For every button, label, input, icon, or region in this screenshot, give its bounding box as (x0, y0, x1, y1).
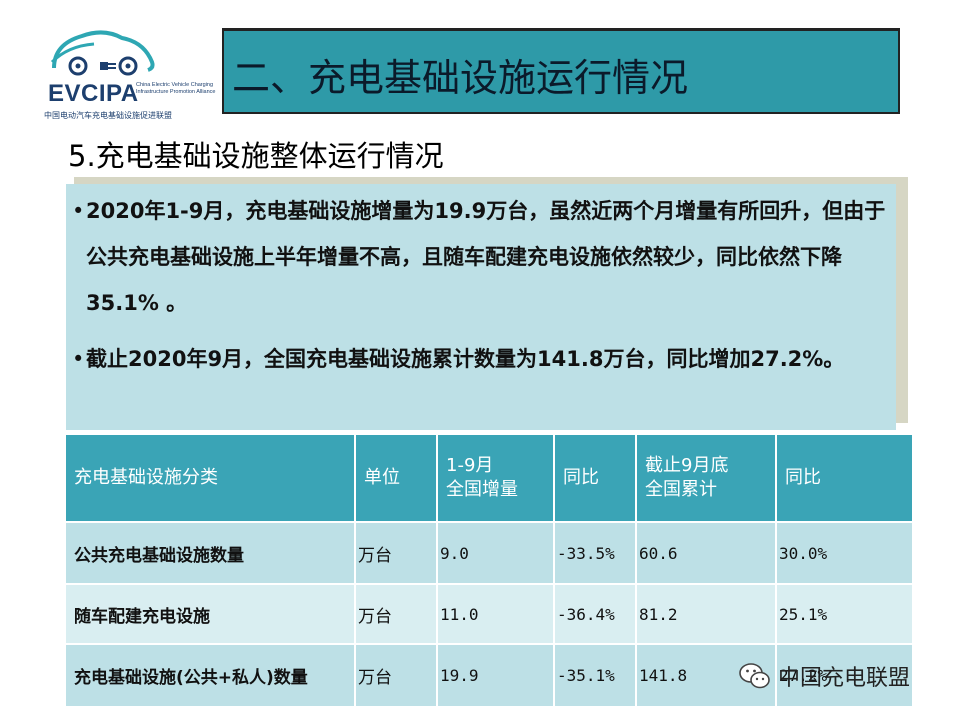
table-cell-yoy-1: -33.5% (555, 523, 637, 585)
section-subtitle: 5.充电基础设施整体运行情况 (68, 139, 444, 173)
table-cell-increment: 19.9 (438, 645, 555, 708)
table-header-yoy-1: 同比 (555, 435, 637, 523)
table-cell-yoy-2: 27.2% (777, 645, 914, 708)
table-header-yoy-2: 同比 (777, 435, 914, 523)
logo-subtitle-en: China Electric Vehicle Charging Infrastr… (136, 82, 216, 95)
bullet-text: 2020年1-9月，充电基础设施增量为19.9万台，虽然近两个月增量有所回升，但… (86, 199, 886, 315)
table-cell-category: 公共充电基础设施数量 (66, 523, 356, 585)
table-cell-yoy-1: -36.4% (555, 585, 637, 645)
bullet-item: • 2020年1-9月，充电基础设施增量为19.9万台，虽然近两个月增量有所回升… (72, 188, 896, 326)
table-cell-yoy-2: 25.1% (777, 585, 914, 645)
watermark: 中国充电联盟 (738, 660, 910, 692)
table-cell-category: 充电基础设施(公共+私人)数量 (66, 645, 356, 708)
bullet-dot-icon: • (72, 199, 85, 223)
bullet-dot-icon: • (72, 347, 85, 371)
bullet-text: 截止2020年9月，全国充电基础设施累计数量为141.8万台，同比增加27.2%… (86, 347, 845, 371)
title-bar: 二、充电基础设施运行情况 (222, 28, 900, 114)
table-cell-unit: 万台 (356, 585, 438, 645)
car-plug-icon (50, 30, 155, 76)
table-cell-unit: 万台 (356, 645, 438, 708)
table-cell-cumulative: 81.2 (637, 585, 777, 645)
table-header-unit: 单位 (356, 435, 438, 523)
table-header-category: 充电基础设施分类 (66, 435, 356, 523)
table-cell-increment: 11.0 (438, 585, 555, 645)
table-cell-yoy-1: -35.1% (555, 645, 637, 708)
stats-table: 充电基础设施分类 单位 1-9月 全国增量 同比 截止9月底 全国累计 同比 公… (66, 435, 914, 708)
table-cell-cumulative: 60.6 (637, 523, 777, 585)
table-header-increment: 1-9月 全国增量 (438, 435, 555, 523)
logo-acronym: EVCIPA (48, 80, 139, 107)
table-cell-increment: 9.0 (438, 523, 555, 585)
table-cell-unit: 万台 (356, 523, 438, 585)
table-cell-category: 随车配建充电设施 (66, 585, 356, 645)
evcipa-logo: EVCIPA China Electric Vehicle Charging I… (40, 22, 215, 122)
table-cell-yoy-2: 30.0% (777, 523, 914, 585)
watermark-text: 中国充电联盟 (778, 666, 911, 691)
wechat-icon (739, 663, 770, 689)
bullet-item: • 截止2020年9月，全国充电基础设施累计数量为141.8万台，同比增加27.… (72, 336, 896, 382)
table-header-cumulative: 截止9月底 全国累计 (637, 435, 777, 523)
bullet-box: • 2020年1-9月，充电基础设施增量为19.9万台，虽然近两个月增量有所回升… (66, 184, 896, 430)
page-title: 二、充电基础设施运行情况 (232, 56, 689, 100)
logo-name-cn: 中国电动汽车充电基础设施促进联盟 (44, 111, 172, 120)
